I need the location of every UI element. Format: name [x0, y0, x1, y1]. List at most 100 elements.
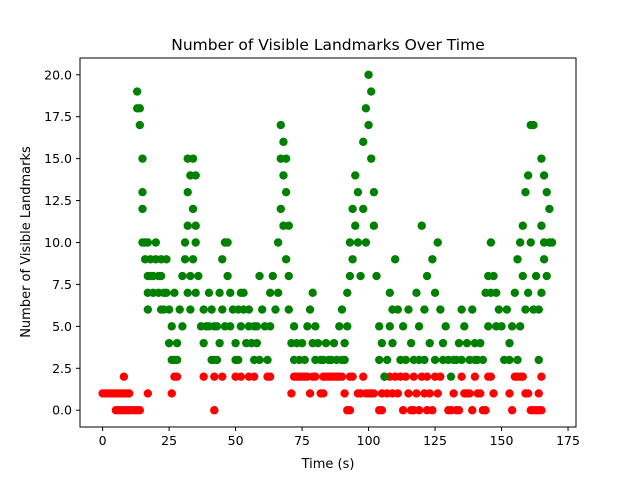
- data-point-series-1-214: [476, 338, 485, 348]
- data-point-series-1-132: [313, 338, 323, 348]
- data-point-series-1-233: [513, 355, 522, 365]
- data-point-series-1-237: [518, 271, 528, 281]
- data-point-series-0-107: [476, 389, 485, 398]
- data-points-layer: [98, 70, 557, 415]
- data-point-series-1-219: [486, 238, 496, 247]
- data-point-series-1-98: [257, 305, 267, 314]
- data-point-series-1-54: [191, 238, 200, 247]
- data-point-series-0-126: [537, 406, 546, 415]
- data-point-series-1-256: [542, 271, 551, 281]
- data-point-series-1-85: [236, 322, 246, 331]
- data-point-series-0-78: [398, 406, 408, 415]
- data-point-series-1-143: [340, 338, 349, 348]
- x-axis-label: Time (s): [301, 457, 355, 472]
- y-axis-ticks: 0.0 2.5 5.0 7.5 10.0 12.5 15.0 17.5 20.0: [44, 67, 80, 418]
- data-point-series-1-47: [186, 271, 195, 281]
- data-point-series-1-111: [279, 171, 288, 180]
- data-point-series-1-140: [335, 322, 344, 331]
- data-point-series-1-250: [537, 221, 546, 230]
- data-point-series-1-4: [138, 154, 147, 163]
- data-point-series-1-23: [156, 271, 166, 281]
- data-point-series-1-113: [281, 154, 291, 163]
- data-point-series-1-110: [279, 137, 288, 147]
- data-point-series-1-218: [484, 322, 493, 331]
- data-point-series-1-29: [164, 305, 174, 314]
- data-point-series-0-43: [305, 389, 315, 398]
- data-point-series-1-76: [223, 271, 232, 281]
- data-point-series-1-144: [340, 355, 349, 365]
- data-point-series-1-53: [191, 221, 200, 230]
- data-point-series-1-160: [364, 70, 373, 79]
- data-point-series-1-243: [526, 238, 535, 247]
- data-point-series-1-224: [494, 305, 504, 314]
- data-point-series-1-207: [460, 322, 469, 331]
- data-point-series-0-35: [265, 372, 275, 381]
- data-point-series-1-28: [162, 288, 171, 298]
- data-point-series-1-197: [438, 338, 448, 348]
- x-tick-label: 150: [490, 433, 514, 448]
- data-point-series-1-106: [273, 288, 283, 298]
- data-point-series-0-127: [537, 372, 546, 381]
- data-point-series-0-124: [534, 389, 543, 398]
- data-point-series-1-157: [359, 204, 368, 214]
- data-point-series-1-170: [380, 372, 389, 381]
- data-point-series-1-3: [135, 120, 145, 130]
- x-tick-label: 125: [423, 433, 447, 448]
- data-point-series-1-40: [180, 238, 190, 247]
- data-point-series-1-247: [534, 305, 543, 314]
- data-point-series-0-105: [470, 372, 480, 381]
- data-point-series-1-222: [492, 288, 501, 298]
- data-point-series-1-38: [178, 271, 187, 281]
- data-point-series-0-25: [172, 372, 182, 381]
- data-point-series-1-190: [422, 271, 432, 281]
- data-point-series-0-99: [454, 406, 464, 415]
- data-point-series-1-189: [420, 355, 429, 365]
- data-point-series-1-59: [199, 338, 208, 348]
- data-point-series-1-156: [359, 137, 368, 147]
- chart-title: Number of Visible Landmarks Over Time: [171, 36, 485, 54]
- data-point-series-1-115: [281, 255, 291, 264]
- data-point-series-1-118: [284, 305, 293, 314]
- data-point-series-1-149: [348, 204, 357, 214]
- data-point-series-1-191: [425, 338, 434, 348]
- data-point-series-1-158: [361, 104, 371, 113]
- data-point-series-0-113: [505, 389, 514, 398]
- data-point-series-1-78: [226, 322, 235, 331]
- data-point-series-1-182: [406, 338, 416, 348]
- y-tick-label: 7.5: [52, 277, 72, 292]
- data-point-series-1-67: [212, 322, 222, 331]
- data-point-series-0-120: [523, 389, 533, 398]
- data-point-series-0-26: [199, 372, 208, 381]
- data-point-series-1-259: [547, 238, 557, 247]
- data-point-series-1-127: [305, 305, 315, 314]
- data-point-series-1-175: [388, 338, 397, 348]
- data-point-series-1-152: [351, 221, 360, 230]
- data-point-series-1-253: [539, 255, 549, 264]
- data-point-series-1-169: [377, 338, 387, 348]
- x-tick-label: 50: [228, 433, 244, 448]
- data-point-series-0-69: [377, 406, 387, 415]
- data-point-series-1-239: [521, 305, 530, 314]
- data-point-series-1-56: [194, 271, 203, 281]
- data-point-series-1-204: [454, 338, 464, 348]
- data-point-series-1-125: [300, 355, 309, 365]
- data-point-series-0-118: [518, 372, 528, 381]
- y-tick-label: 5.0: [52, 319, 72, 334]
- data-point-series-0-85: [414, 406, 424, 415]
- data-point-series-1-180: [401, 355, 410, 365]
- y-tick-label: 17.5: [44, 109, 72, 124]
- data-point-series-0-90: [425, 389, 434, 398]
- data-point-series-1-193: [430, 288, 440, 298]
- data-point-series-1-35: [172, 338, 182, 348]
- data-point-series-1-30: [164, 338, 174, 348]
- data-point-series-1-19: [151, 238, 160, 247]
- data-point-series-1-147: [345, 238, 355, 247]
- data-point-series-1-105: [273, 238, 283, 247]
- data-point-series-1-126: [303, 322, 312, 331]
- data-point-series-0-89: [422, 372, 432, 381]
- data-point-series-1-102: [265, 322, 275, 331]
- data-point-series-1-246: [531, 271, 541, 281]
- data-point-series-1-52: [191, 171, 200, 180]
- data-point-series-1-240: [523, 171, 533, 180]
